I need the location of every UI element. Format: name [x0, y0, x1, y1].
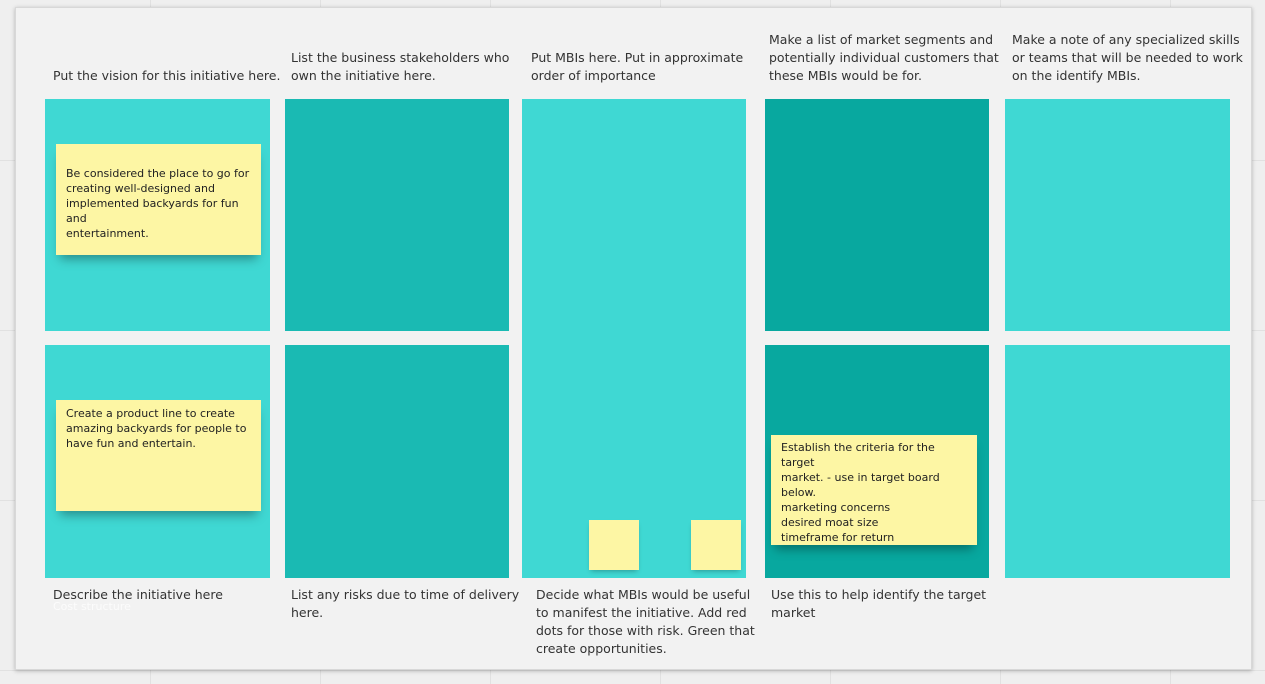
describe-footer: Describe the initiative here	[53, 587, 223, 602]
mbis-panel[interactable]	[522, 99, 746, 578]
initiative-sticky-note[interactable]: Create a product line to create amazing …	[56, 400, 261, 511]
faint-cost-structure-label: Cost structure	[53, 600, 131, 613]
decide-footer: Decide what MBIs would be useful to mani…	[536, 587, 755, 656]
skills-panel[interactable]	[1005, 99, 1230, 331]
target-footer: Use this to help identify the target mar…	[771, 587, 987, 620]
risks-footer: List any risks due to time of delivery h…	[291, 587, 520, 620]
small-sticky-note-1[interactable]	[589, 520, 639, 570]
small-sticky-note-2[interactable]	[691, 520, 741, 570]
vision-sticky-note[interactable]: Be considered the place to go for creati…	[56, 144, 261, 255]
mbis-header: Put MBIs here. Put in approximate order …	[531, 50, 744, 83]
vision-header: Put the vision for this initiative here.	[53, 68, 281, 83]
segments-header: Make a list of market segments and poten…	[769, 32, 999, 83]
stakeholders-panel[interactable]	[285, 99, 509, 331]
risks-panel[interactable]	[285, 345, 509, 578]
skills-header: Make a note of any specialized skills or…	[1012, 32, 1243, 83]
criteria-sticky-note[interactable]: Establish the criteria for the target ma…	[771, 435, 977, 545]
segments-panel[interactable]	[765, 99, 989, 331]
stakeholders-header: List the business stakeholders who own t…	[291, 50, 510, 83]
extra-panel[interactable]	[1005, 345, 1230, 578]
